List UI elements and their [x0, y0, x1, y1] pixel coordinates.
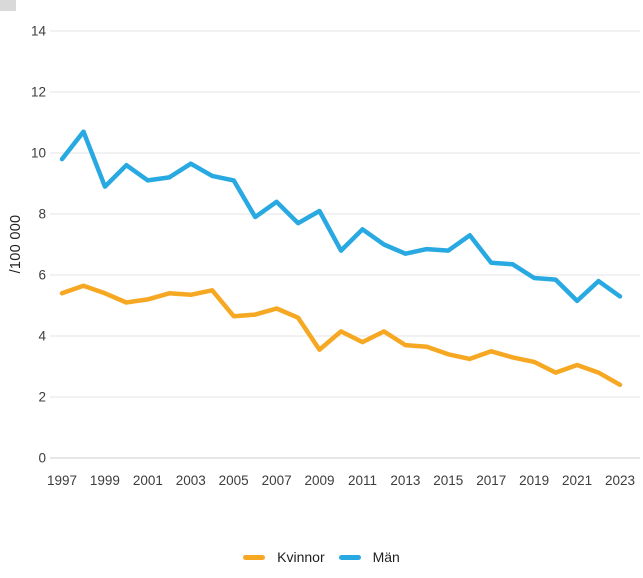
- x-tick-label: 2001: [133, 473, 163, 488]
- y-tick-label: 0: [38, 451, 46, 466]
- legend-item-man: Män: [338, 549, 400, 565]
- man-line-swatch-icon: [338, 554, 361, 560]
- y-axis-title: /100 000: [8, 214, 24, 274]
- x-tick-label: 2003: [176, 473, 206, 488]
- series-line-mn: [59, 129, 623, 304]
- x-tick-label: 2021: [562, 473, 592, 488]
- kvinnor-line-swatch-icon: [243, 554, 266, 560]
- y-tick-label: 8: [38, 207, 46, 222]
- x-tick-label: 1999: [90, 473, 120, 488]
- y-tick-label: 14: [31, 24, 47, 39]
- x-tick-label: 2019: [519, 473, 549, 488]
- x-tick-label: 2005: [219, 473, 249, 488]
- x-tick-label: 2023: [605, 473, 635, 488]
- x-tick-label: 2009: [305, 473, 335, 488]
- corner-fragment: [0, 0, 16, 11]
- y-tick-label: 6: [38, 268, 46, 283]
- y-tick-label: 4: [38, 329, 46, 344]
- legend-item-kvinnor: Kvinnor: [243, 549, 325, 565]
- series-line-kvinnor: [59, 283, 623, 388]
- legend-label-kvinnor: Kvinnor: [277, 549, 325, 565]
- x-tick-label: 2013: [390, 473, 420, 488]
- x-tick-label: 2015: [433, 473, 463, 488]
- x-tick-label: 2017: [476, 473, 506, 488]
- x-tick-label: 1997: [47, 473, 77, 488]
- x-tick-label: 2011: [348, 473, 377, 488]
- x-tick-label: 2007: [262, 473, 292, 488]
- y-tick-label: 10: [31, 146, 46, 161]
- chart-legend: Kvinnor Män: [0, 549, 643, 565]
- legend-label-man: Män: [372, 549, 400, 565]
- y-tick-label: 12: [31, 85, 46, 100]
- y-tick-label: 2: [38, 390, 46, 405]
